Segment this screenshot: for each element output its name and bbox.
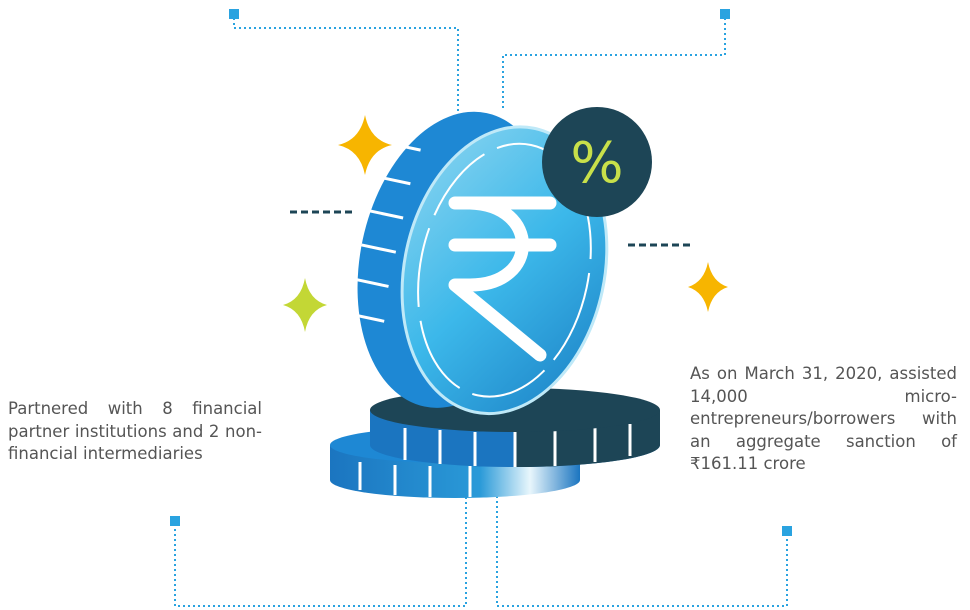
illustration: % (0, 0, 970, 610)
left-note: Partnered with 8 financial partner insti… (8, 398, 262, 466)
page: % Partnered with 8 financial partner ins… (0, 0, 970, 610)
badge-symbol: % (570, 131, 623, 196)
right-note: As on March 31, 2020, assisted 14,000 mi… (690, 363, 957, 476)
